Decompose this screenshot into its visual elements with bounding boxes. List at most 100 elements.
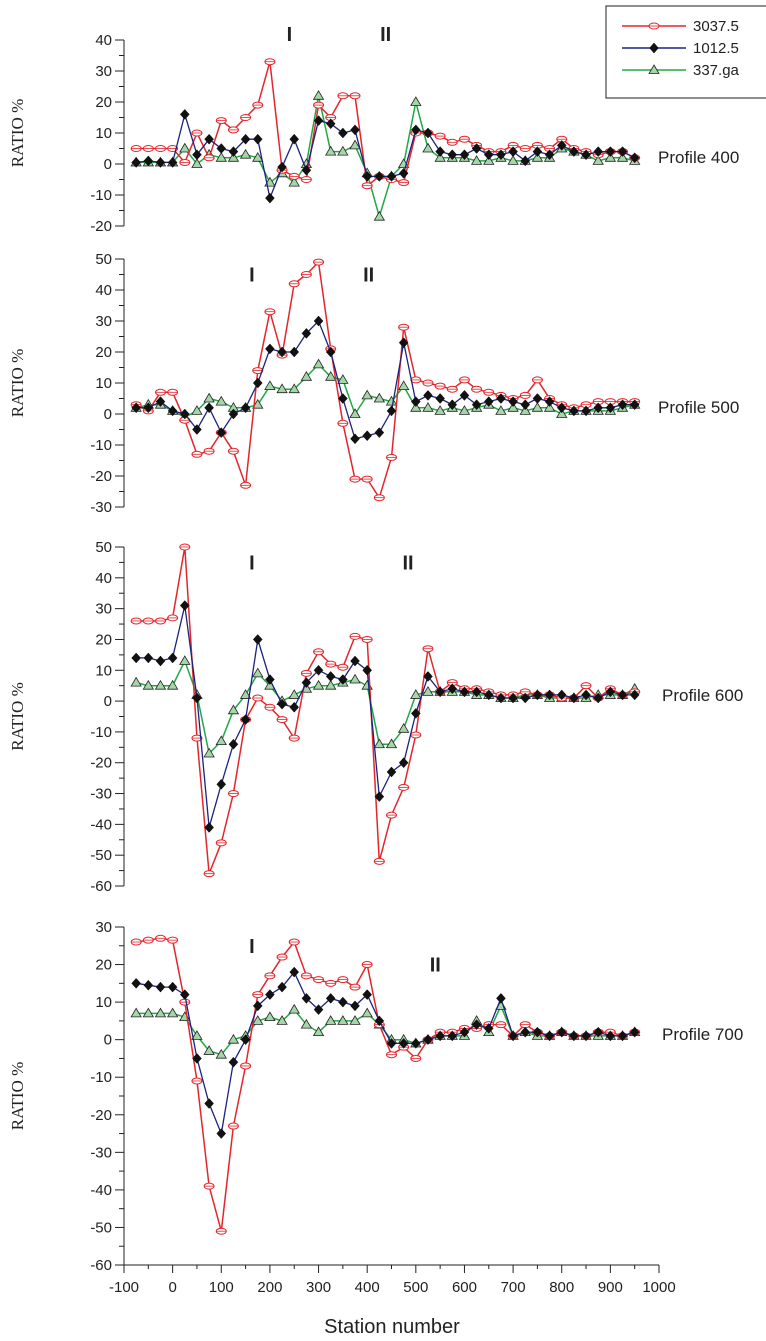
data-point bbox=[604, 152, 617, 162]
data-point bbox=[471, 399, 482, 411]
data-point bbox=[337, 145, 349, 156]
data-point bbox=[167, 981, 178, 993]
y-tick-label: -60 bbox=[90, 1257, 112, 1274]
data-point bbox=[252, 634, 263, 645]
data-point bbox=[617, 399, 628, 411]
data-point bbox=[483, 155, 495, 165]
data-point bbox=[544, 149, 555, 161]
profile-label: Profile 600 bbox=[662, 686, 743, 705]
data-point bbox=[410, 1038, 421, 1049]
data-point bbox=[179, 142, 191, 153]
data-point bbox=[386, 1038, 397, 1049]
data-point bbox=[470, 155, 483, 165]
data-point bbox=[434, 152, 446, 162]
data-point bbox=[301, 328, 312, 339]
data-point bbox=[459, 686, 470, 698]
y-tick-label: 0 bbox=[104, 406, 112, 423]
x-tick-label: 400 bbox=[355, 1279, 380, 1296]
y-tick-label: -30 bbox=[90, 499, 112, 516]
data-point bbox=[398, 757, 409, 769]
data-point bbox=[410, 689, 422, 699]
data-point bbox=[300, 371, 313, 381]
data-point bbox=[434, 405, 446, 415]
legend-marker bbox=[648, 64, 660, 74]
data-point bbox=[167, 157, 178, 168]
data-point bbox=[227, 1033, 240, 1044]
data-point bbox=[350, 655, 360, 667]
data-point bbox=[349, 408, 361, 418]
data-point bbox=[252, 667, 264, 678]
data-point bbox=[386, 766, 397, 778]
data-point bbox=[447, 683, 458, 695]
data-point bbox=[167, 652, 178, 664]
data-point bbox=[410, 96, 422, 106]
data-point bbox=[385, 738, 398, 749]
data-point bbox=[240, 714, 251, 725]
data-point bbox=[215, 735, 227, 746]
data-point bbox=[216, 143, 227, 154]
data-point bbox=[386, 171, 397, 182]
data-point bbox=[155, 396, 166, 407]
x-axis-label: Station number bbox=[324, 1316, 460, 1338]
data-point bbox=[544, 689, 555, 701]
series-1012.5 bbox=[131, 315, 640, 445]
legend-item-1012.5: 1012.5 bbox=[622, 40, 739, 57]
data-point bbox=[203, 747, 215, 758]
zone-label-II: II bbox=[402, 552, 413, 574]
y-tick-label: -10 bbox=[90, 724, 112, 741]
x-tick-label: 600 bbox=[452, 1279, 477, 1296]
data-point bbox=[325, 671, 336, 682]
data-point bbox=[581, 689, 591, 701]
data-point bbox=[239, 148, 252, 159]
data-point bbox=[288, 689, 300, 699]
data-point bbox=[629, 152, 640, 164]
y-tick-label: -40 bbox=[90, 1182, 112, 1199]
data-point bbox=[166, 679, 179, 690]
data-point bbox=[215, 152, 227, 162]
y-tick-label: 50 bbox=[95, 251, 112, 268]
y-tick-label: 10 bbox=[95, 375, 112, 392]
y-tick-label: 0 bbox=[104, 1032, 112, 1049]
data-point bbox=[629, 399, 640, 411]
data-point bbox=[325, 118, 336, 130]
data-point bbox=[410, 124, 421, 136]
x-tick-label: 100 bbox=[209, 1279, 234, 1296]
data-point bbox=[508, 692, 518, 704]
y-tick-label: -10 bbox=[90, 437, 112, 454]
profile-label: Profile 700 bbox=[662, 1025, 743, 1044]
data-point bbox=[483, 396, 494, 407]
data-point bbox=[423, 1034, 433, 1046]
data-point bbox=[422, 402, 434, 412]
data-point bbox=[155, 157, 166, 168]
data-point bbox=[629, 689, 640, 701]
data-point bbox=[338, 996, 348, 1008]
data-point bbox=[216, 427, 227, 438]
data-point bbox=[423, 671, 433, 682]
data-point bbox=[361, 389, 373, 400]
data-point bbox=[397, 380, 410, 391]
data-point bbox=[605, 686, 616, 698]
data-point bbox=[520, 1026, 531, 1038]
data-point bbox=[362, 989, 373, 1000]
data-point bbox=[289, 966, 300, 978]
data-point bbox=[142, 679, 155, 690]
data-point bbox=[544, 1030, 555, 1042]
data-point bbox=[581, 405, 591, 417]
series-line bbox=[136, 659, 636, 756]
legend-item-337.ga: 337.ga bbox=[622, 62, 740, 79]
series-1012.5 bbox=[131, 109, 640, 204]
data-point bbox=[203, 1045, 215, 1055]
data-point bbox=[240, 1034, 251, 1046]
data-point bbox=[216, 778, 227, 790]
data-point bbox=[154, 1007, 167, 1018]
data-point bbox=[531, 402, 544, 412]
data-point bbox=[313, 115, 324, 126]
y-tick-label: 30 bbox=[95, 63, 112, 80]
data-point bbox=[350, 1000, 360, 1012]
y-tick-label: 40 bbox=[95, 282, 112, 299]
data-point bbox=[435, 146, 445, 157]
data-point bbox=[349, 139, 361, 150]
data-point bbox=[593, 1026, 604, 1038]
